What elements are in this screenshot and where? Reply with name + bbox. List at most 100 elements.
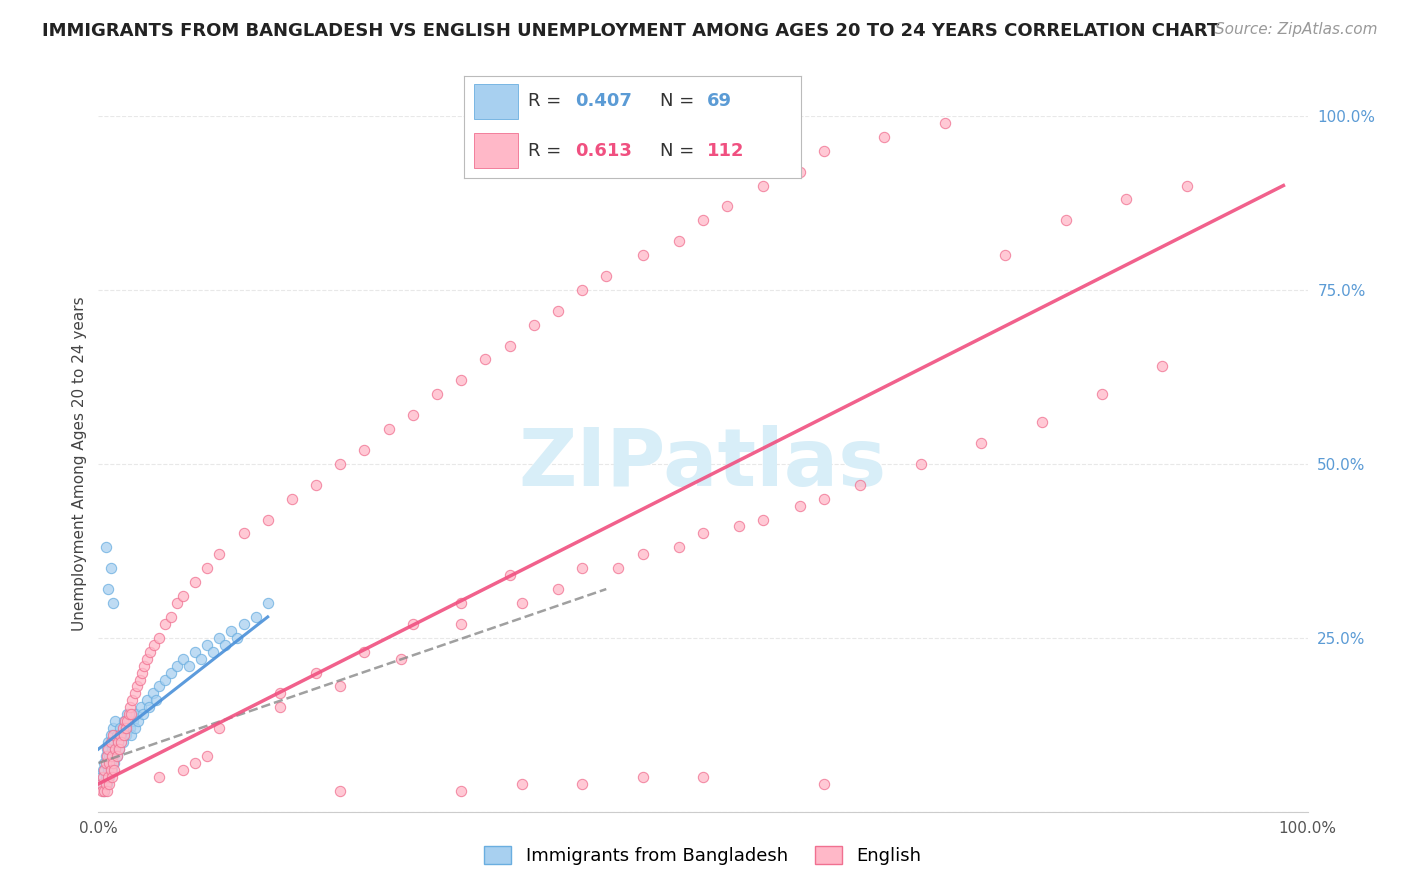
Point [104, 714, 127, 729]
Point [121, 693, 143, 707]
Point [232, 616, 254, 631]
Point [107, 735, 129, 749]
Point [450, 616, 472, 631]
Point [97, 582, 120, 596]
Point [111, 735, 134, 749]
Point [93, 756, 115, 770]
Point [118, 700, 141, 714]
Point [692, 526, 714, 541]
Point [145, 693, 167, 707]
Point [94, 777, 117, 791]
Point [98, 749, 121, 764]
Point [100, 742, 122, 756]
Point [813, 491, 835, 506]
Point [329, 457, 352, 471]
Text: N =: N = [659, 142, 700, 160]
Point [226, 631, 249, 645]
Point [98, 770, 121, 784]
Point [184, 645, 207, 659]
Point [1152, 359, 1174, 374]
Point [100, 728, 122, 742]
Point [1054, 213, 1077, 227]
Point [101, 756, 124, 770]
Point [172, 763, 194, 777]
Point [94, 541, 117, 555]
Point [121, 707, 143, 722]
Point [115, 721, 138, 735]
Point [134, 658, 156, 673]
Point [127, 680, 149, 694]
Point [232, 526, 254, 541]
Point [97, 770, 120, 784]
Text: IMMIGRANTS FROM BANGLADESH VS ENGLISH UNEMPLOYMENT AMONG AGES 20 TO 24 YEARS COR: IMMIGRANTS FROM BANGLADESH VS ENGLISH UN… [42, 22, 1219, 40]
Point [108, 721, 131, 735]
Point [353, 645, 375, 659]
Point [1175, 178, 1198, 193]
Point [100, 763, 122, 777]
Point [93, 784, 115, 798]
Point [184, 756, 207, 770]
Point [105, 728, 128, 742]
Point [148, 770, 170, 784]
Point [101, 749, 124, 764]
Point [122, 714, 145, 729]
Point [329, 784, 352, 798]
Point [101, 728, 124, 742]
Point [934, 116, 956, 130]
Point [100, 735, 122, 749]
Text: 69: 69 [707, 93, 733, 111]
Point [101, 596, 124, 610]
Point [148, 680, 170, 694]
Point [849, 477, 872, 491]
Point [813, 777, 835, 791]
Point [184, 575, 207, 590]
Point [142, 686, 165, 700]
Point [107, 735, 129, 749]
Point [813, 144, 835, 158]
Point [125, 707, 148, 722]
Point [1115, 193, 1137, 207]
Point [450, 784, 472, 798]
Point [100, 763, 122, 777]
Point [256, 512, 278, 526]
Point [115, 728, 138, 742]
Point [97, 735, 120, 749]
Point [93, 763, 115, 777]
Point [426, 387, 449, 401]
Point [510, 596, 533, 610]
Point [101, 721, 124, 735]
Point [716, 199, 738, 213]
Y-axis label: Unemployment Among Ages 20 to 24 years: Unemployment Among Ages 20 to 24 years [72, 296, 87, 632]
Point [100, 756, 122, 770]
Point [103, 763, 125, 777]
Point [93, 784, 115, 798]
Point [305, 477, 328, 491]
Point [108, 728, 131, 742]
Point [153, 673, 176, 687]
Point [195, 561, 218, 575]
Point [595, 268, 617, 283]
Point [353, 442, 375, 457]
Point [118, 714, 141, 729]
Point [208, 721, 231, 735]
Point [118, 707, 141, 722]
Point [450, 373, 472, 387]
Point [172, 589, 194, 603]
Point [166, 596, 188, 610]
Point [692, 213, 714, 227]
Point [91, 777, 114, 791]
Point [112, 728, 135, 742]
Point [138, 700, 160, 714]
Point [91, 784, 114, 798]
Point [129, 700, 152, 714]
Point [118, 721, 141, 735]
Point [1031, 415, 1053, 429]
Point [208, 631, 231, 645]
Point [195, 749, 218, 764]
Bar [474, 84, 517, 119]
Point [728, 519, 751, 533]
Point [668, 234, 690, 248]
Point [131, 665, 153, 680]
Point [607, 561, 630, 575]
Point [103, 735, 125, 749]
